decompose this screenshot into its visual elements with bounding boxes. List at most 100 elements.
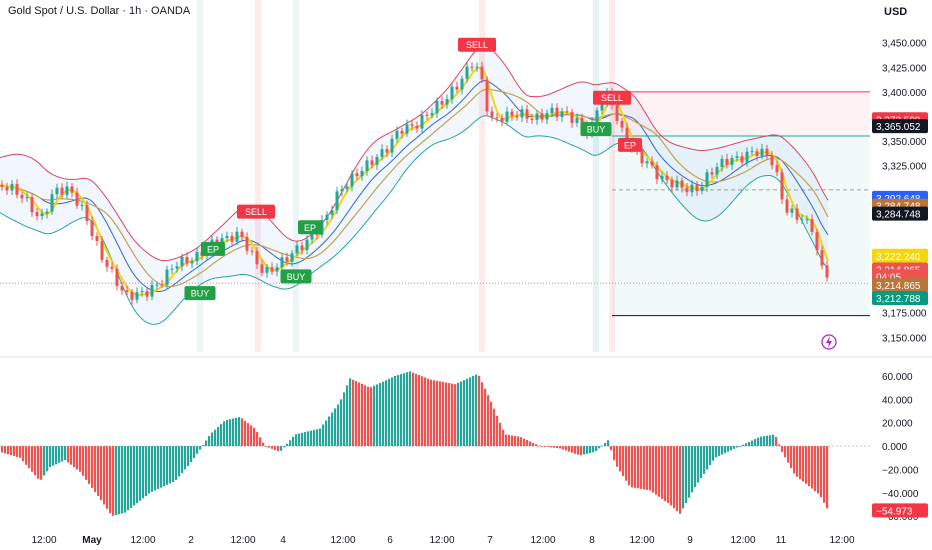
oscillator-bar	[559, 446, 562, 449]
oscillator-bar	[727, 446, 730, 452]
candle-body	[230, 236, 234, 242]
oscillator-bar	[4, 446, 7, 454]
oscillator-bar	[520, 437, 523, 447]
oscillator-bar	[13, 446, 16, 457]
candle-body	[275, 267, 279, 272]
candle-body	[795, 208, 799, 220]
candle-body	[570, 112, 574, 123]
slow-ma	[0, 88, 829, 288]
oscillator-bar	[349, 378, 352, 447]
oscillator-bar	[70, 446, 73, 465]
candle-body	[55, 187, 59, 195]
oscillator-bar	[385, 380, 388, 447]
oscillator-bar	[469, 377, 472, 447]
candle-body	[365, 160, 369, 172]
oscillator-bar	[562, 446, 565, 450]
oscillator-bar	[235, 417, 238, 447]
oscillator-bar	[631, 446, 634, 488]
candle-body	[715, 167, 719, 175]
time-tick-label: 12:00	[429, 535, 454, 546]
signal-label: SELL	[466, 40, 488, 50]
oscillator-bar	[436, 380, 439, 447]
oscillator-bar	[544, 446, 547, 447]
oscillator-bar	[331, 412, 334, 447]
oscillator-bar	[154, 446, 157, 491]
candle-body	[45, 211, 49, 214]
oscillator-bar	[784, 446, 787, 458]
time-tick-label: 12:00	[730, 535, 755, 546]
oscillator-bar	[682, 446, 685, 509]
candle-body	[545, 113, 549, 120]
candle-body	[115, 268, 119, 286]
oscillator-bar	[553, 446, 556, 448]
candle-body	[815, 231, 819, 251]
oscillator-bar	[541, 446, 544, 447]
candle-body	[655, 165, 659, 180]
candle-body	[370, 160, 374, 165]
oscillator-bar	[736, 446, 739, 448]
oscillator-bar	[667, 446, 670, 504]
oscillator-bar	[328, 416, 331, 447]
oscillator-bar	[811, 446, 814, 489]
candle-body	[245, 236, 249, 251]
oscillator-tick-label: −40.000	[882, 489, 919, 500]
oscillator-bar	[748, 441, 751, 447]
oscillator-tick-label: 60.000	[882, 372, 913, 383]
oscillator-bar	[316, 429, 319, 447]
price-tag	[872, 291, 928, 305]
session-stripe-2	[293, 0, 299, 352]
signal-label: BUY	[191, 289, 210, 299]
oscillator-value-tag	[872, 503, 928, 518]
oscillator-bar	[772, 434, 775, 447]
session-stripe-4	[593, 0, 599, 352]
oscillator-bar	[487, 395, 490, 447]
oscillator-bar	[391, 377, 394, 447]
candle-body	[525, 109, 529, 119]
signal-label: EP	[624, 140, 636, 150]
candle-body	[65, 186, 69, 195]
time-tick-label: 4	[280, 535, 286, 546]
price-tag	[872, 119, 928, 134]
oscillator-bar	[148, 446, 151, 494]
oscillator-bar	[445, 382, 448, 447]
oscillator-bar	[529, 441, 532, 447]
time-tick-label: May	[82, 535, 102, 546]
candle-body	[165, 269, 169, 285]
oscillator-bar	[655, 446, 658, 495]
candle-body	[430, 113, 434, 116]
oscillator-bar	[802, 446, 805, 482]
candle-body	[740, 156, 744, 163]
oscillator-bar	[649, 446, 652, 491]
oscillator-bar	[226, 419, 229, 447]
oscillator-bar	[589, 446, 592, 454]
oscillator-bar	[475, 374, 478, 447]
signal-label: EP	[207, 244, 219, 254]
price-tag-label: 3,222.240	[876, 252, 921, 263]
signal-marker-tp	[201, 241, 225, 256]
signal-label: SELL	[245, 207, 267, 217]
time-tick-label: 7	[487, 535, 493, 546]
oscillator-bar	[550, 446, 553, 448]
candle-body	[825, 265, 829, 278]
oscillator-bar	[499, 422, 502, 447]
candle-body	[30, 197, 34, 213]
oscillator-bar	[403, 373, 406, 447]
oscillator-bar	[709, 446, 712, 466]
oscillator-bar	[247, 423, 250, 447]
candle-body	[455, 86, 459, 90]
oscillator-bar	[451, 383, 454, 447]
candle-body	[40, 213, 44, 217]
oscillator-bar	[250, 425, 253, 447]
oscillator-tick-label: 0.000	[882, 442, 907, 453]
candle-body	[515, 115, 519, 118]
oscillator-bar	[202, 445, 205, 447]
candle-body	[355, 173, 359, 177]
oscillator-bar	[658, 446, 661, 497]
oscillator-bar	[94, 446, 97, 492]
oscillator-bar	[277, 446, 280, 452]
candle-body	[300, 245, 304, 251]
signal-label: SELL	[601, 93, 623, 103]
oscillator-bar	[163, 446, 166, 487]
time-tick-label: 12:00	[530, 535, 555, 546]
